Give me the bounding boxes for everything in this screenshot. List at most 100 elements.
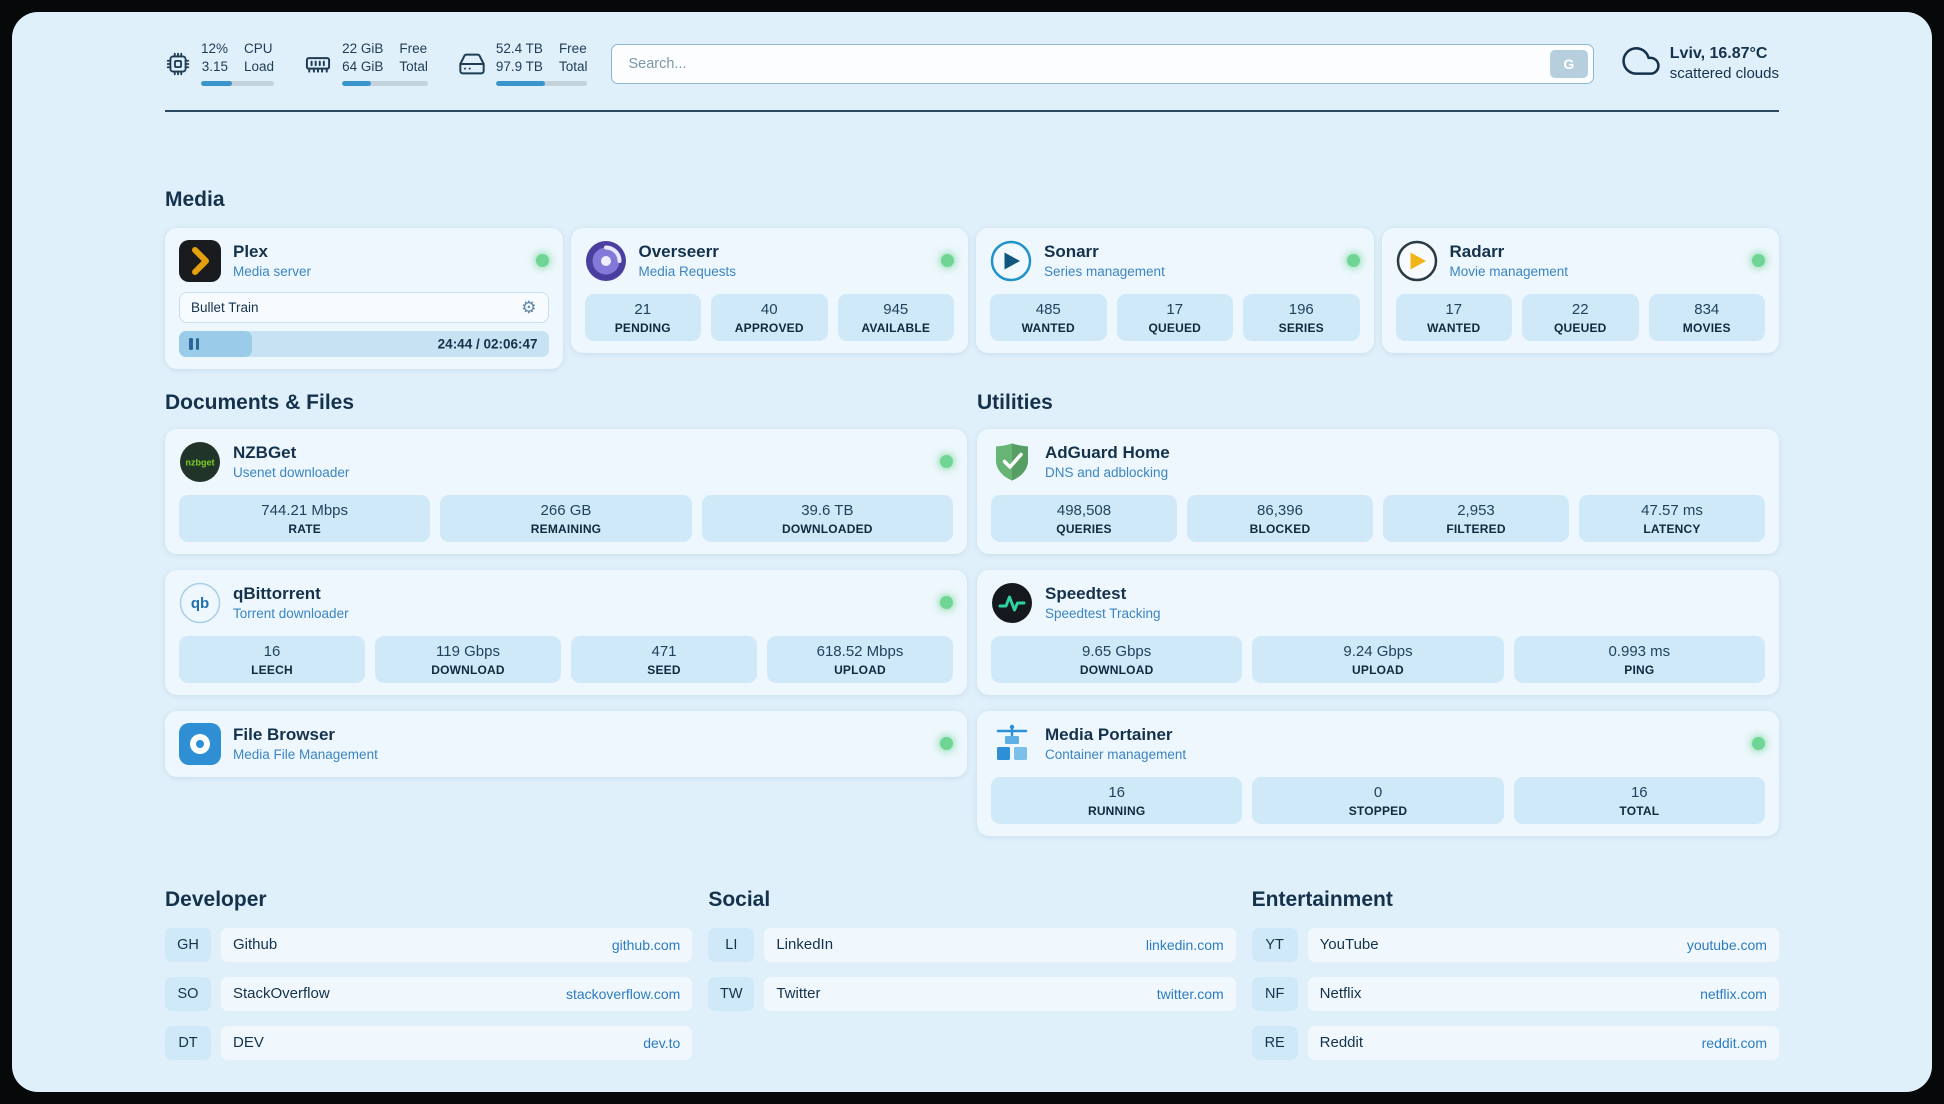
stat-label: DOWNLOADED	[781, 521, 873, 536]
bookmark-twitter[interactable]: TW Twitter twitter.com	[708, 976, 1236, 1011]
stat-label: PING	[1624, 662, 1655, 677]
stat-label: BLOCKED	[1249, 521, 1311, 536]
service-radarr[interactable]: Radarr Movie management	[1396, 240, 1765, 282]
service-portainer[interactable]: Media Portainer Container management	[991, 723, 1765, 765]
service-subtitle: DNS and adblocking	[1045, 465, 1169, 481]
stat-label: DOWNLOAD	[1079, 662, 1154, 677]
stat-seed: 471 SEED	[571, 635, 757, 683]
search-input[interactable]	[626, 54, 1550, 73]
now-playing-bar: Bullet Train ⚙	[179, 291, 549, 323]
stat-label: MOVIES	[1682, 320, 1731, 335]
stat-queued: 22 QUEUED	[1522, 293, 1639, 341]
stat-value: 498,508	[1056, 501, 1112, 519]
bookmark-netflix[interactable]: NF Netflix netflix.com	[1251, 976, 1779, 1011]
stat-label: FILTERED	[1446, 521, 1506, 536]
bookmark-url: github.com	[611, 936, 681, 953]
service-filebrowser[interactable]: File Browser Media File Management	[179, 722, 953, 765]
section-utilities: Utilities	[977, 391, 1779, 836]
bookmark-abbr: YT	[1251, 927, 1298, 962]
service-name: Radarr	[1449, 242, 1505, 262]
stat-latency: 47.57 ms LATENCY	[1579, 494, 1765, 542]
bookmark-abbr: GH	[165, 927, 211, 962]
section-title-social: Social	[708, 887, 771, 911]
bookmark-group-developer: Developer GH Github github.com SO StackO…	[165, 888, 693, 1060]
bookmark-github[interactable]: GH Github github.com	[165, 927, 693, 962]
card-overseerr: Overseerr Media Requests 21 PENDING 40 A…	[570, 227, 968, 353]
bookmark-group-social: Social LI LinkedIn linkedin.com TW Twitt…	[708, 887, 1236, 1011]
disk-total-value: 97.9 TB	[495, 58, 543, 74]
stat-value: 945	[883, 300, 909, 318]
bookmark-youtube[interactable]: YT YouTube youtube.com	[1251, 927, 1779, 962]
cloud-icon	[1622, 42, 1660, 85]
section-title-utilities: Utilities	[977, 390, 1053, 414]
playback-time: 24:44 / 02:06:47	[437, 336, 538, 352]
status-dot	[940, 596, 953, 610]
stat-value: 47.57 ms	[1641, 501, 1703, 519]
system-stats: 12% 3.15 CPU Load	[165, 41, 588, 86]
stat-queued: 17 QUEUED	[1116, 293, 1233, 341]
cpu-icon	[165, 51, 191, 77]
service-nzbget[interactable]: nzbget NZBGet Usenet downloader	[179, 441, 953, 483]
service-speedtest[interactable]: Speedtest Speedtest Tracking	[991, 582, 1765, 624]
section-title-entertainment: Entertainment	[1251, 887, 1393, 911]
stat-label: SERIES	[1278, 320, 1324, 335]
stat-value: 485	[1035, 300, 1061, 318]
bookmark-url: twitter.com	[1156, 985, 1224, 1002]
stat-total: 16 TOTAL	[1513, 776, 1765, 824]
bookmark-name: Reddit	[1319, 1034, 1364, 1052]
bookmark-reddit[interactable]: RE Reddit reddit.com	[1251, 1025, 1779, 1060]
stat-value: 16	[263, 642, 281, 660]
sonarr-icon	[990, 240, 1032, 282]
bookmark-dev[interactable]: DT DEV dev.to	[165, 1025, 693, 1060]
stat-value: 471	[651, 642, 677, 660]
service-qbittorrent[interactable]: qb qBittorrent Torrent downloader	[179, 582, 953, 624]
stat-label: WANTED	[1021, 320, 1075, 335]
settings-icon[interactable]: ⚙	[521, 297, 537, 317]
bookmark-url: linkedin.com	[1145, 936, 1224, 953]
playback-progress-bar: 24:44 / 02:06:47	[179, 330, 549, 357]
now-playing-title: Bullet Train	[191, 299, 259, 315]
status-dot	[940, 737, 953, 751]
ram-progress-bar	[342, 80, 428, 86]
service-overseerr[interactable]: Overseerr Media Requests	[585, 240, 954, 282]
stat-value: 9.24 Gbps	[1343, 642, 1413, 660]
section-title-media: Media	[165, 187, 225, 211]
ram-free-value: 22 GiB	[342, 41, 384, 56]
bookmark-name: YouTube	[1319, 936, 1379, 954]
service-name: Media Portainer	[1045, 725, 1173, 745]
bookmark-name: StackOverflow	[233, 985, 330, 1003]
stat-value: 2,953	[1457, 501, 1495, 519]
stat-label: AVAILABLE	[861, 320, 931, 335]
speedtest-icon	[991, 582, 1033, 624]
stat-series: 196 SERIES	[1243, 293, 1360, 341]
card-speedtest: Speedtest Speedtest Tracking 9.65 Gbps D…	[977, 569, 1779, 695]
disk-icon	[458, 50, 486, 78]
ram-icon	[304, 50, 332, 78]
search-provider-button[interactable]: G	[1549, 49, 1588, 78]
bookmark-stackoverflow[interactable]: SO StackOverflow stackoverflow.com	[165, 976, 693, 1011]
service-subtitle: Series management	[1044, 264, 1165, 280]
card-plex: Plex Media server Bullet Train ⚙ 24:44 /…	[165, 227, 563, 369]
service-sonarr[interactable]: Sonarr Series management	[990, 240, 1360, 282]
status-dot	[535, 254, 549, 268]
card-portainer: Media Portainer Container management 16 …	[977, 710, 1779, 836]
weather-widget: Lviv, 16.87°C scattered clouds	[1622, 42, 1779, 85]
status-dot	[940, 455, 953, 469]
filebrowser-icon	[179, 722, 221, 765]
stat-value: 21	[634, 300, 652, 318]
service-adguard[interactable]: AdGuard Home DNS and adblocking	[991, 441, 1765, 483]
stat-value: 744.21 Mbps	[261, 501, 349, 519]
ram-total-label: Total	[399, 58, 428, 74]
bookmark-linkedin[interactable]: LI LinkedIn linkedin.com	[708, 927, 1236, 962]
service-plex[interactable]: Plex Media server	[179, 239, 549, 282]
status-dot	[1752, 254, 1765, 268]
stat-value: 16	[1630, 783, 1648, 801]
weather-location: Lviv, 16.87°C	[1669, 45, 1768, 63]
radarr-icon	[1396, 240, 1438, 282]
bookmark-abbr: DT	[165, 1025, 211, 1060]
card-qbittorrent: qb qBittorrent Torrent downloader	[165, 569, 967, 695]
service-name: qBittorrent	[233, 584, 321, 604]
status-dot	[941, 254, 954, 268]
cpu-load-value: 3.15	[201, 58, 229, 74]
disk-widget: 52.4 TB 97.9 TB Free Total	[458, 41, 588, 86]
